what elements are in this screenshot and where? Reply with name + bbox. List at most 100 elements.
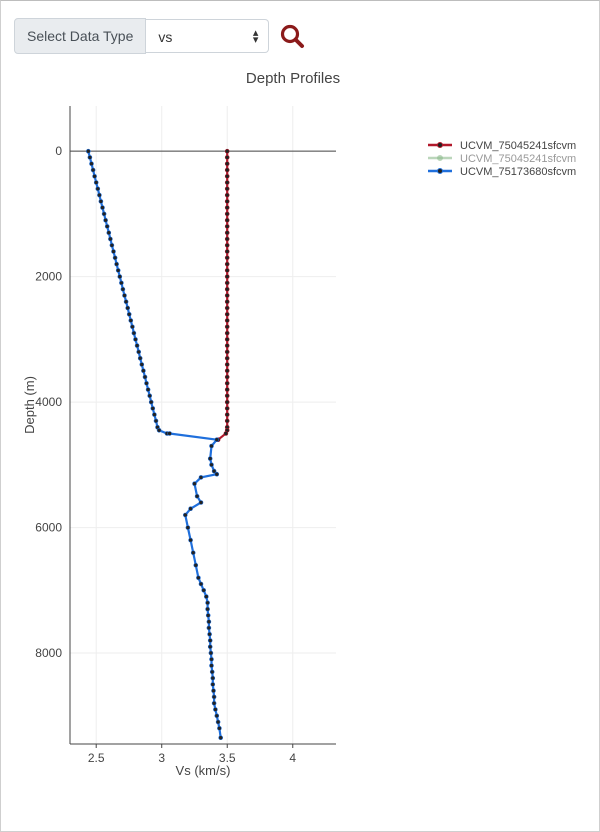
series-point [142, 374, 148, 380]
series-point [92, 174, 97, 179]
series-point [224, 380, 230, 386]
series-point [209, 656, 214, 662]
series-point [210, 675, 216, 681]
series-point [185, 525, 191, 530]
series-point [224, 155, 230, 160]
series-point [206, 625, 212, 631]
series-point [211, 700, 217, 706]
series-point [109, 243, 115, 248]
series-point [224, 412, 230, 417]
series-point [139, 362, 145, 367]
series-point [156, 427, 162, 433]
series-point [224, 205, 230, 210]
chart-title: Depth Profiles [245, 70, 341, 87]
series-point [108, 236, 113, 242]
series-point [125, 305, 130, 311]
series-point [205, 600, 210, 606]
series-point [183, 512, 188, 518]
series-point [224, 274, 230, 279]
legend-label: UCVM_75045241sfcvm [460, 140, 576, 152]
series-point [126, 311, 132, 317]
series-point [167, 431, 172, 436]
legend-item[interactable]: UCVM_75045241sfcvm [428, 153, 576, 165]
series-point [89, 161, 94, 166]
y-tick-label: 6000 [35, 521, 62, 535]
series-point [148, 399, 154, 405]
series-point [95, 186, 101, 192]
series-point [193, 562, 199, 568]
x-tick-label: 3 [158, 751, 165, 765]
series-point [133, 337, 138, 342]
series-point [224, 236, 230, 242]
x-axis-label: Vs (km/s) [176, 763, 231, 778]
x-tick-label: 4 [289, 751, 296, 765]
series-point [207, 456, 213, 461]
series-point [224, 286, 230, 292]
legend-item[interactable]: UCVM_75045241sfcvm [428, 140, 576, 152]
series-point [86, 148, 91, 154]
series-point [224, 211, 230, 217]
series-point [224, 148, 230, 154]
series-point [213, 707, 218, 712]
series-point [141, 368, 146, 374]
y-tick-label: 4000 [35, 395, 62, 409]
select-arrows-icon: ▴ ▾ [252, 27, 259, 47]
series-point [97, 192, 102, 198]
series-point [224, 387, 230, 392]
series-point [130, 324, 135, 330]
series-point [101, 211, 107, 217]
toolbar: Select Data Type vs ▴ ▾ [14, 18, 305, 54]
series-point [215, 719, 221, 725]
series-point [224, 324, 230, 330]
series-point [201, 587, 206, 593]
series-point [214, 713, 220, 719]
series-point [224, 330, 230, 336]
series-point [198, 475, 204, 480]
series-point [111, 249, 116, 254]
series-point [224, 230, 230, 235]
series-point [198, 581, 204, 587]
series-point [123, 299, 129, 305]
series-point [114, 261, 119, 267]
series-point [145, 387, 151, 392]
data-type-select[interactable]: vs ▴ ▾ [146, 19, 270, 53]
series-point [120, 286, 126, 292]
series-point [106, 230, 112, 235]
series-point [100, 205, 105, 210]
select-data-type-label: Select Data Type [14, 18, 147, 54]
series-point [134, 343, 140, 348]
series-point [209, 663, 214, 668]
legend-swatch-marker [437, 155, 443, 161]
series-point [98, 199, 104, 204]
series-point [224, 318, 230, 323]
series-point [137, 355, 143, 361]
series-point [209, 669, 215, 675]
series-point [224, 249, 230, 254]
series-point [224, 311, 230, 317]
series-point [196, 575, 201, 581]
y-axis-label: Depth (m) [22, 376, 37, 434]
search-icon[interactable] [279, 23, 305, 49]
series-point [224, 393, 230, 399]
series-point [211, 688, 216, 694]
series-point [224, 186, 230, 192]
series-point [211, 468, 217, 474]
series-point [205, 606, 210, 612]
series-point [207, 644, 213, 650]
series-point [136, 349, 141, 355]
series-point [224, 243, 230, 248]
series-point [224, 167, 230, 173]
x-tick-label: 3.5 [219, 751, 236, 765]
series-point [224, 349, 230, 355]
y-tick-label: 8000 [35, 646, 62, 660]
series-point [217, 725, 222, 731]
series-point [204, 594, 209, 599]
series-point [190, 550, 196, 556]
legend-item[interactable]: UCVM_75173680sfcvm [428, 166, 576, 178]
series-point [224, 362, 230, 367]
series-point [153, 418, 159, 424]
series-point [224, 406, 230, 411]
series-point [206, 619, 212, 625]
data-type-select-value: vs [158, 29, 173, 45]
